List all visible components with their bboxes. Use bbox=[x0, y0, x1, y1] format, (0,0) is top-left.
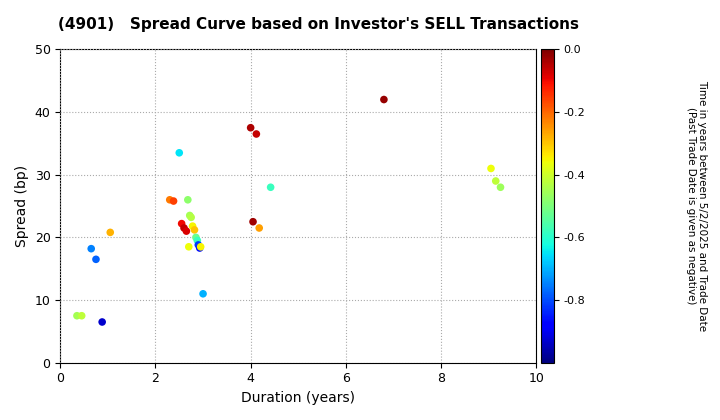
Y-axis label: Time in years between 5/2/2025 and Trade Date
(Past Trade Date is given as negat: Time in years between 5/2/2025 and Trade… bbox=[685, 81, 707, 332]
Text: (4901)   Spread Curve based on Investor's SELL Transactions: (4901) Spread Curve based on Investor's … bbox=[58, 17, 579, 32]
Y-axis label: Spread (bp): Spread (bp) bbox=[15, 165, 29, 247]
Point bbox=[189, 226, 200, 233]
Point bbox=[197, 291, 209, 297]
Point bbox=[186, 223, 198, 229]
Point bbox=[168, 198, 179, 205]
Point bbox=[71, 312, 83, 319]
Point bbox=[182, 197, 194, 203]
Point bbox=[251, 131, 262, 137]
Point bbox=[190, 234, 202, 241]
Point bbox=[76, 312, 87, 319]
Point bbox=[495, 184, 506, 191]
Point bbox=[176, 220, 187, 227]
Point bbox=[192, 237, 203, 244]
Point bbox=[265, 184, 276, 191]
Point bbox=[96, 319, 108, 326]
Point bbox=[192, 241, 204, 248]
Point bbox=[185, 214, 197, 220]
Point bbox=[378, 96, 390, 103]
Point bbox=[86, 245, 97, 252]
Point bbox=[174, 150, 185, 156]
Point bbox=[490, 178, 502, 184]
Point bbox=[104, 229, 116, 236]
Point bbox=[485, 165, 497, 172]
Point bbox=[183, 244, 194, 250]
Point bbox=[90, 256, 102, 262]
Point bbox=[164, 197, 176, 203]
Point bbox=[247, 218, 258, 225]
Point bbox=[184, 212, 196, 219]
Point bbox=[194, 245, 205, 252]
Point bbox=[245, 124, 256, 131]
Point bbox=[253, 225, 265, 231]
Point bbox=[195, 244, 207, 250]
Point bbox=[179, 225, 190, 231]
X-axis label: Duration (years): Duration (years) bbox=[241, 391, 355, 405]
Point bbox=[181, 228, 192, 234]
